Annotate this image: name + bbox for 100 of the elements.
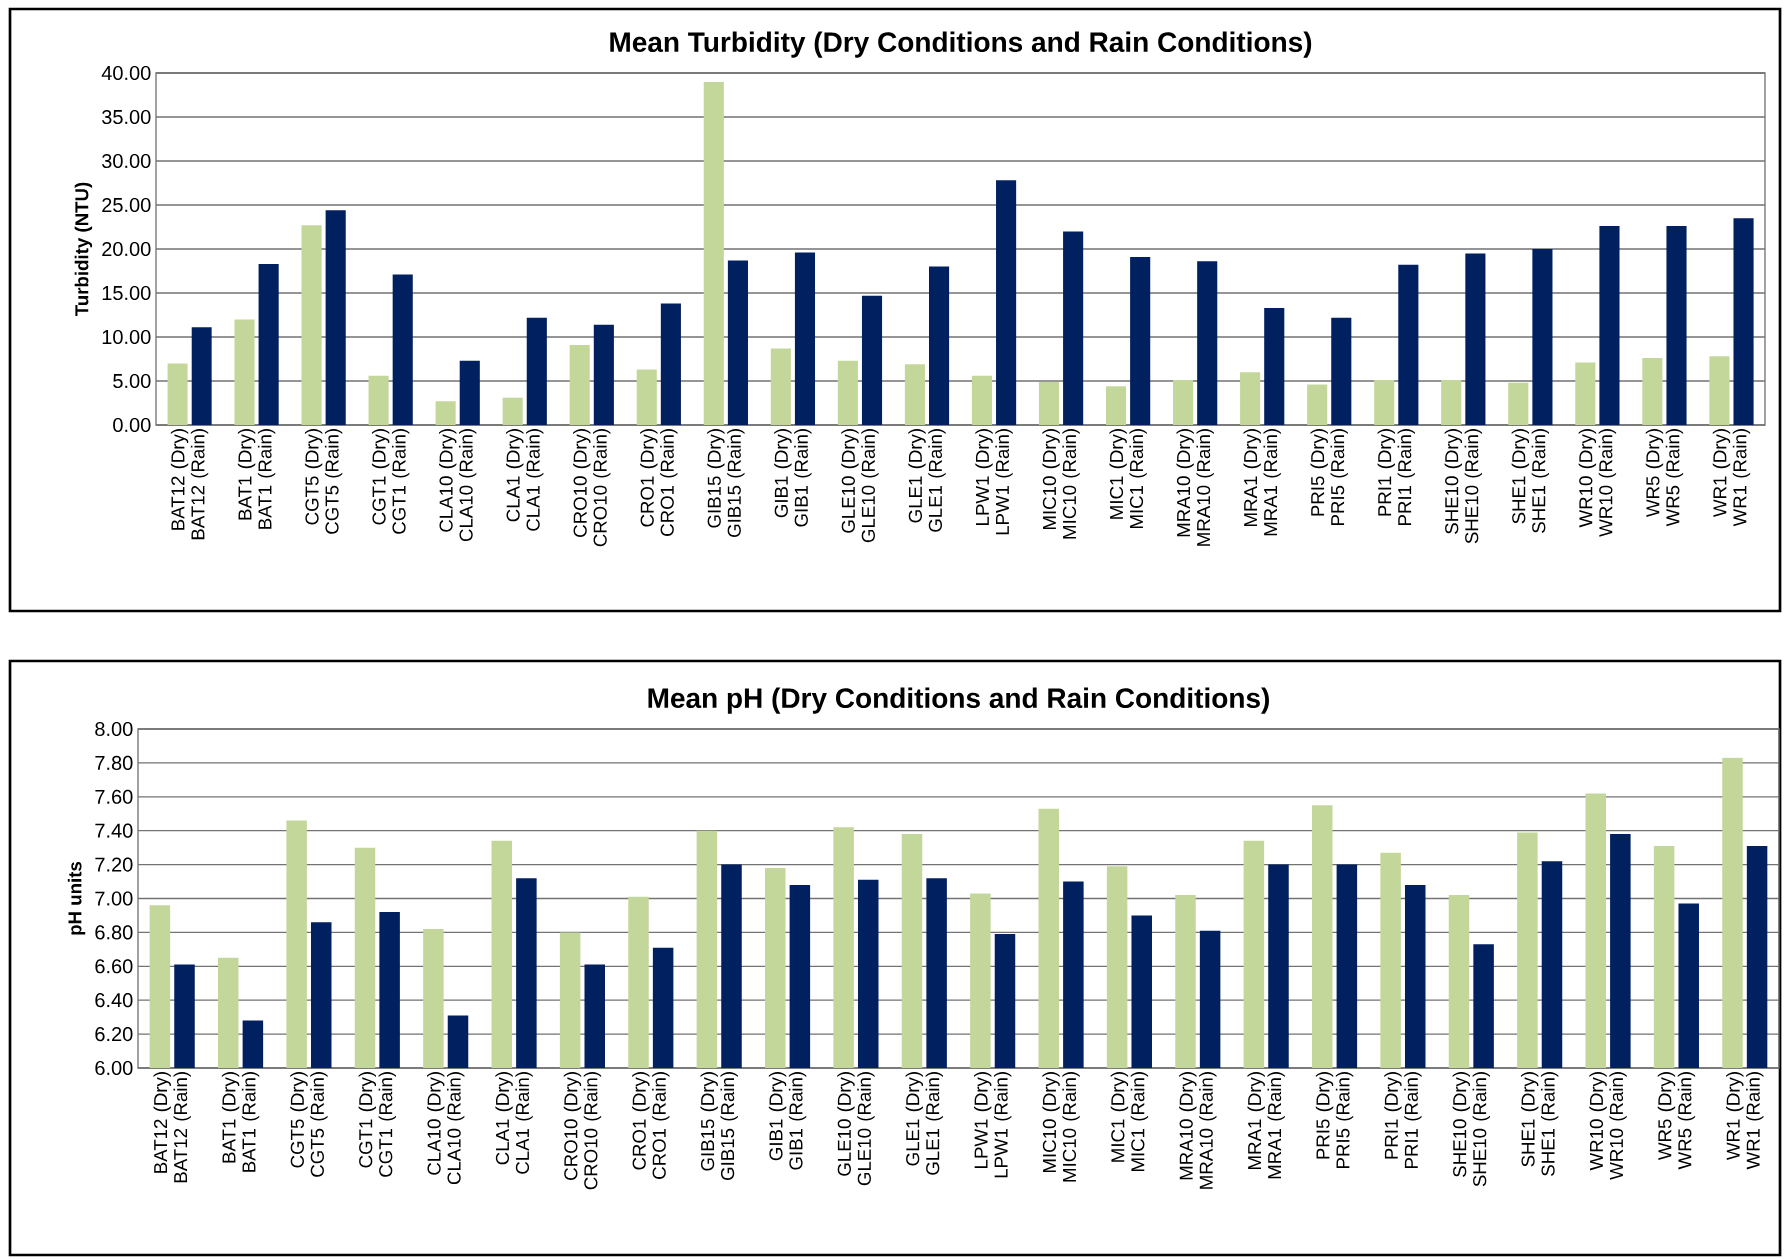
x-tick-label: PRI1 (Dry) PRI1 (Rain): [1384, 1072, 1422, 1168]
x-tick-label: BAT12 (Dry) BAT12 (Rain): [153, 1072, 191, 1183]
x-tick-label: MRA1 (Dry) MRA1 (Rain): [1247, 1072, 1285, 1179]
bar: [167, 363, 188, 425]
x-tick-label: PRI5 (Dry) PRI5 (Rain): [1310, 429, 1348, 525]
bar: [971, 375, 993, 425]
x-tick-label: CRO1 (Dry) CRO1 (Rain): [632, 1072, 670, 1179]
bar: [1105, 386, 1127, 425]
x-tick-label: WR1 (Dry) WR1 (Rain): [1726, 1072, 1764, 1170]
bar: [1197, 261, 1218, 425]
bar: [1130, 256, 1151, 425]
x-tick-label: LPW1 (Dry) LPW1 (Rain): [975, 429, 1013, 535]
bar: [703, 81, 724, 425]
x-tick-label: WR1 (Dry) WR1 (Rain): [1712, 429, 1751, 527]
y-tick-label: 7.00: [95, 891, 133, 906]
x-tick-label: GIB1 (Dry) GIB1 (Rain): [768, 1072, 807, 1170]
bar: [1441, 380, 1462, 425]
bar: [1374, 380, 1395, 425]
y-tick-label: 10.00: [102, 329, 151, 345]
y-axis-title: Turbidity (NTU): [74, 182, 93, 317]
bar: [1063, 231, 1084, 425]
bar: [1733, 218, 1754, 425]
x-tick-label: CLA10 (Dry) CLA10 (Rain): [439, 429, 477, 542]
bar: [1264, 307, 1285, 425]
x-tick-label: CGT5 (Dry) CGT5 (Rain): [290, 1072, 328, 1177]
y-tick-label: 6.20: [95, 1027, 133, 1042]
x-tick-label: LPW1 (Dry) LPW1 (Rain): [973, 1072, 1012, 1178]
bar: [1398, 264, 1419, 425]
y-tick-label: 20.00: [102, 241, 151, 257]
bar: [459, 360, 480, 425]
x-tick-label: GIB15 (Dry) GIB15 (Rain): [707, 429, 745, 537]
bar: [1465, 253, 1486, 425]
x-tick-label: MIC1 (Dry) MIC1 (Rain): [1109, 429, 1147, 529]
y-tick-label: 0.00: [113, 417, 151, 433]
x-tick-label: MIC10 (Dry) MIC10 (Rain): [1042, 1072, 1080, 1182]
y-tick-label: 40.00: [101, 65, 151, 81]
x-tick-label: GLE1 (Dry) GLE1 (Rain): [908, 429, 946, 532]
y-tick-label: 7.80: [95, 755, 133, 770]
bar: [435, 401, 456, 425]
x-tick-label: MIC10 (Dry) MIC10 (Rain): [1042, 429, 1080, 539]
bar: [502, 397, 523, 425]
bar: [1599, 226, 1620, 425]
bar: [392, 274, 413, 425]
x-tick-label: CRO10 (Dry) CRO10 (Rain): [573, 429, 611, 547]
x-tick-label: BAT1 (Dry) BAT1 (Rain): [237, 429, 276, 529]
y-tick-label: 7.60: [95, 789, 133, 804]
y-tick-label: 7.40: [95, 823, 133, 838]
x-tick-label: WR10 (Dry) WR10 (Rain): [1578, 429, 1617, 537]
bar: [1307, 384, 1328, 425]
y-tick-label: 6.60: [95, 959, 133, 974]
x-tick-label: SHE10 (Dry) SHE10 (Rain): [1452, 1072, 1490, 1187]
bar: [301, 225, 322, 425]
x-tick-label: CGT5 (Dry) CGT5 (Rain): [304, 429, 343, 534]
x-tick-label: CGT1 (Dry) CGT1 (Rain): [371, 429, 410, 534]
y-tick-label: 25.00: [102, 197, 151, 213]
x-tick-label: WR10 (Dry) WR10 (Rain): [1589, 1072, 1627, 1180]
bar: [569, 344, 590, 425]
x-tick-label: PRI5 (Dry) PRI5 (Rain): [1315, 1072, 1354, 1168]
chart-title: Mean pH (Dry Conditions and Rain Conditions): [648, 687, 1269, 714]
bar: [794, 252, 816, 425]
x-tick-label: CRO10 (Dry) CRO10 (Rain): [563, 1072, 602, 1190]
bar: [861, 295, 883, 425]
y-tick-label: 6.40: [95, 993, 133, 1008]
bar: [837, 360, 858, 425]
bar: [234, 319, 255, 425]
x-tick-label: GLE10 (Dry) GLE10 (Rain): [837, 1072, 875, 1186]
x-tick-label: MRA10 (Dry) MRA10 (Rain): [1179, 1072, 1217, 1189]
y-tick-label: 6.00: [95, 1060, 133, 1076]
x-tick-label: PRI1 (Dry) PRI1 (Rain): [1377, 429, 1415, 525]
x-tick-label: GLE10 (Dry) GLE10 (Rain): [841, 429, 879, 543]
bar: [1038, 381, 1060, 425]
x-tick-label: SHE1 (Dry) SHE1 (Rain): [1520, 1072, 1559, 1176]
bar: [368, 375, 389, 425]
x-tick-label: GIB1 (Dry) GIB1 (Rain): [774, 429, 812, 527]
x-tick-label: GIB15 (Dry) GIB15 (Rain): [700, 1072, 738, 1180]
bar: [1240, 372, 1261, 425]
bar: [526, 317, 547, 425]
bar: [191, 327, 212, 425]
x-tick-label: WR5 (Dry) WR5 (Rain): [1657, 1072, 1696, 1170]
x-tick-label: CLA10 (Dry) CLA10 (Rain): [426, 1072, 465, 1185]
x-tick-label: SHE10 (Dry) SHE10 (Rain): [1444, 429, 1483, 544]
bar: [325, 210, 346, 425]
x-tick-label: GLE1 (Dry) GLE1 (Rain): [905, 1072, 944, 1175]
y-tick-label: 6.80: [95, 925, 133, 940]
x-tick-label: CRO1 (Dry) CRO1 (Rain): [640, 429, 678, 536]
bar: [929, 266, 950, 425]
bar: [1575, 362, 1596, 425]
bar: [996, 180, 1017, 425]
y-tick-label: 7.20: [95, 857, 133, 872]
y-axis-title: pH units: [67, 861, 86, 935]
x-tick-label: MRA1 (Dry) MRA1 (Rain): [1243, 429, 1281, 536]
bar: [770, 348, 791, 425]
x-tick-label: MRA10 (Dry) MRA10 (Rain): [1176, 429, 1214, 546]
bar: [1331, 317, 1352, 425]
bar: [636, 369, 657, 425]
x-tick-label: MIC1 (Dry) MIC1 (Rain): [1110, 1072, 1149, 1172]
bar: [1532, 249, 1553, 425]
y-tick-label: 15.00: [102, 285, 151, 301]
bar: [1173, 380, 1194, 425]
x-tick-label: WR5 (Dry) WR5 (Rain): [1645, 429, 1684, 527]
